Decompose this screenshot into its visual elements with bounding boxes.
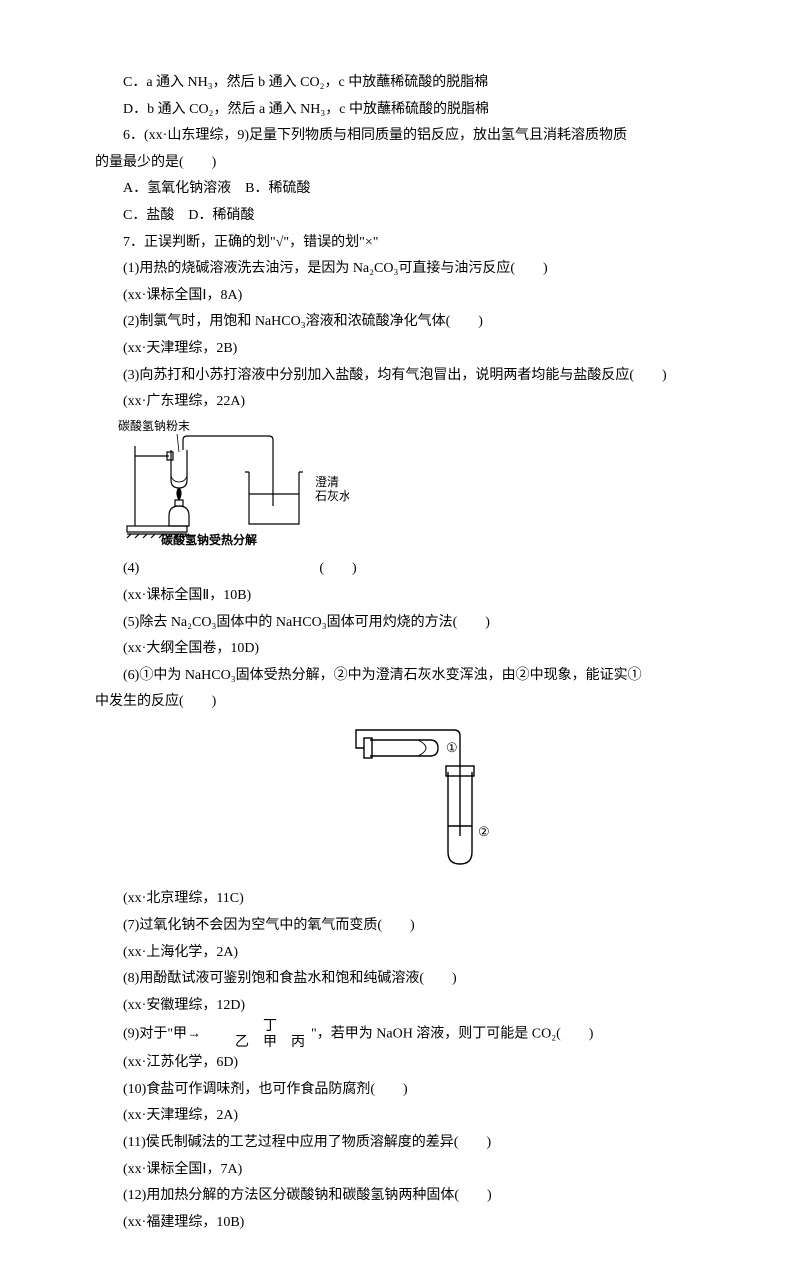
cycle-right: 丙 [291,1035,305,1050]
q7-1: (1)用热的烧碱溶液洗去油污，是因为 Na₂CO₃可直接与油污反应( ) [95,256,705,283]
q7-9a: (9)对于"甲→ [123,1027,201,1042]
q7-2: (2)制氯气时，用饱和 NaHCO₃溶液和浓硫酸净化气体( ) [95,309,705,336]
q7-4-src: (xx·课标全国Ⅱ，10B) [95,583,705,610]
q6-option-cd: C．盐酸 D．稀硝酸 [95,203,705,230]
q7-9-src: (xx·江苏化学，6D) [95,1050,705,1077]
q7-10-src: (xx·天津理综，2A) [95,1103,705,1130]
q7-11-src: (xx·课标全国Ⅰ，7A) [95,1157,705,1184]
q7-8: (8)用酚酞试液可鉴别饱和食盐水和饱和纯碱溶液( ) [95,966,705,993]
q7-6-src: (xx·北京理综，11C) [95,886,705,913]
fig1-lime-b: 石灰水 [315,489,349,503]
q7-9: (9)对于"甲→ 丁乙 甲 丙 "，若甲为 NaOH 溶液，则丁可能是 CO₂( ) [95,1019,705,1050]
q6-stem-b: 的量最少的是( ) [95,150,705,177]
q5-option-d: D．b 通入 CO₂，然后 a 通入 NH₃，c 中放蘸稀硫酸的脱脂棉 [95,97,705,124]
q5-option-c: C．a 通入 NH₃，然后 b 通入 CO₂，c 中放蘸稀硫酸的脱脂棉 [95,70,705,97]
fig1-lime-a: 澄清 [315,474,339,489]
q7-5: (5)除去 Na₂CO₃固体中的 NaHCO₃固体可用灼烧的方法( ) [95,610,705,637]
q7-4-paren: ( ) [319,556,356,583]
figure-1: 碳酸氢钠粉末 澄清 石灰水 碳酸氢钠受热分解 [95,416,705,557]
q7-6a: (6)①中为 NaHCO₃固体受热分解，②中为澄清石灰水变浑浊，由②中现象，能证… [95,663,705,690]
q7-7: (7)过氧化钠不会因为空气中的氧气而变质( ) [95,913,705,940]
q7-11: (11)侯氏制碱法的工艺过程中应用了物质溶解度的差异( ) [95,1130,705,1157]
q7-7-src: (xx·上海化学，2A) [95,940,705,967]
cycle-diagram: 丁乙 甲 丙 [207,1019,305,1050]
q6-option-ab: A．氢氧化钠溶液 B．稀硫酸 [95,176,705,203]
q7-3-src: (xx·广东理综，22A) [95,389,705,416]
figure-2: ① ② [95,716,705,887]
fig1-heat-label: 碳酸氢钠受热分解 [161,532,257,546]
q7-5-src: (xx·大纲全国卷，10D) [95,636,705,663]
fig2-label-1: ① [446,740,458,755]
q7-1-src: (xx·课标全国Ⅰ，8A) [95,283,705,310]
apparatus-icon: 碳酸氢钠粉末 澄清 石灰水 碳酸氢钠受热分解 [109,416,349,546]
cycle-top: 丁 [207,1019,305,1034]
q7-12-src: (xx·福建理综，10B) [95,1210,705,1237]
q7-2-src: (xx·天津理综，2B) [95,336,705,363]
q7-4-row: (4) ( ) [95,556,705,583]
cycle-left: 乙 [235,1035,249,1050]
q7-3: (3)向苏打和小苏打溶液中分别加入盐酸，均有气泡冒出，说明两者均能与盐酸反应( … [95,363,705,390]
fig1-powder-label: 碳酸氢钠粉末 [118,418,190,433]
tube-apparatus-icon: ① ② [350,716,510,876]
fig2-label-2: ② [478,824,490,839]
q7-9b: "，若甲为 NaOH 溶液，则丁可能是 CO₂( ) [311,1027,593,1042]
q7-8-src: (xx·安徽理综，12D) [95,993,705,1020]
q7-6b: 中发生的反应( ) [95,689,705,716]
q7-12: (12)用加热分解的方法区分碳酸钠和碳酸氢钠两种固体( ) [95,1183,705,1210]
cycle-mid: 甲 [263,1035,277,1050]
q7-10: (10)食盐可作调味剂，也可作食品防腐剂( ) [95,1077,705,1104]
q7-stem: 7．正误判断，正确的划"√"，错误的划"×" [95,230,705,257]
q7-4-num: (4) [123,556,139,583]
q6-stem-a: 6．(xx·山东理综，9)足量下列物质与相同质量的铝反应，放出氢气且消耗溶质物质 [95,123,705,150]
page-content: C．a 通入 NH₃，然后 b 通入 CO₂，c 中放蘸稀硫酸的脱脂棉 D．b … [0,0,800,1276]
